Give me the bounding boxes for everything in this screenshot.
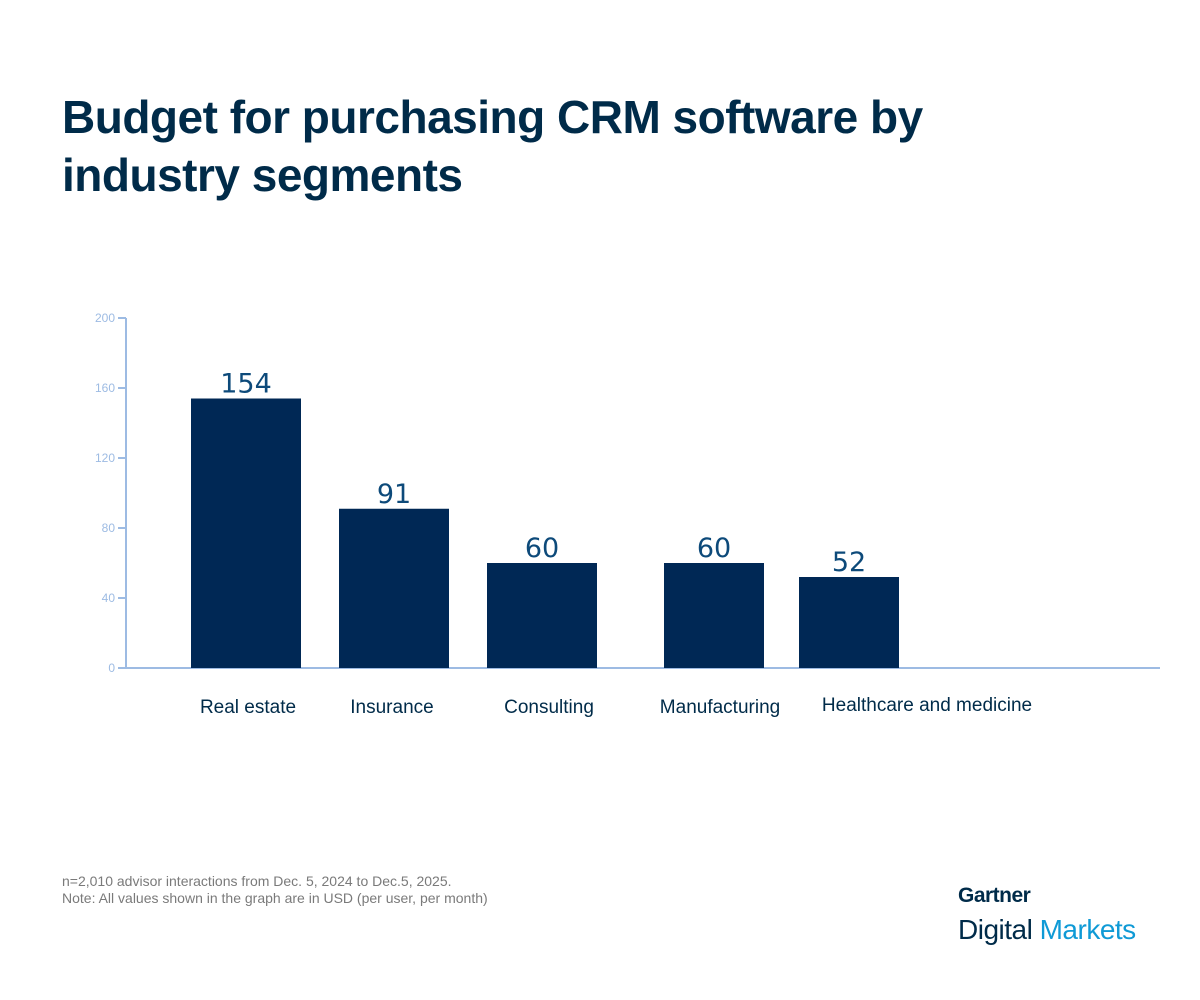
footnote-sample: n=2,010 advisor interactions from Dec. 5… [62,873,452,889]
bar [191,398,301,668]
footnote: n=2,010 advisor interactions from Dec. 5… [62,873,488,907]
y-tick-label: 40 [102,591,116,605]
data-label: 60 [525,533,559,564]
bar [339,508,449,668]
footnote-currency: Note: All values shown in the graph are … [62,890,488,906]
data-label: 60 [697,533,731,564]
category-label: Manufacturing [660,697,780,718]
y-tick-label: 120 [95,451,115,465]
y-tick-label: 80 [102,521,116,535]
bar [799,577,899,668]
gartner-logo: Gartner Digital Markets [958,884,1136,946]
logo-gartner: Gartner [958,884,1031,907]
category-label: Real estate [200,697,296,718]
bar [664,563,764,668]
data-label: 154 [220,369,272,400]
y-tick-label: 0 [108,661,115,675]
chart-title: Budget for purchasing CRM software by in… [62,91,923,201]
data-label: 52 [832,547,866,578]
bar [487,563,597,668]
category-label: Consulting [504,697,594,718]
category-label: Healthcare and medicine [822,695,1032,716]
data-label: 91 [377,479,411,510]
logo-digital-markets: Digital Markets [958,914,1136,946]
logo-digital: Digital [958,914,1033,945]
y-tick-label: 200 [95,311,115,325]
y-tick-label: 160 [95,381,115,395]
category-label: Insurance [350,697,433,718]
logo-markets: Markets [1039,914,1137,945]
